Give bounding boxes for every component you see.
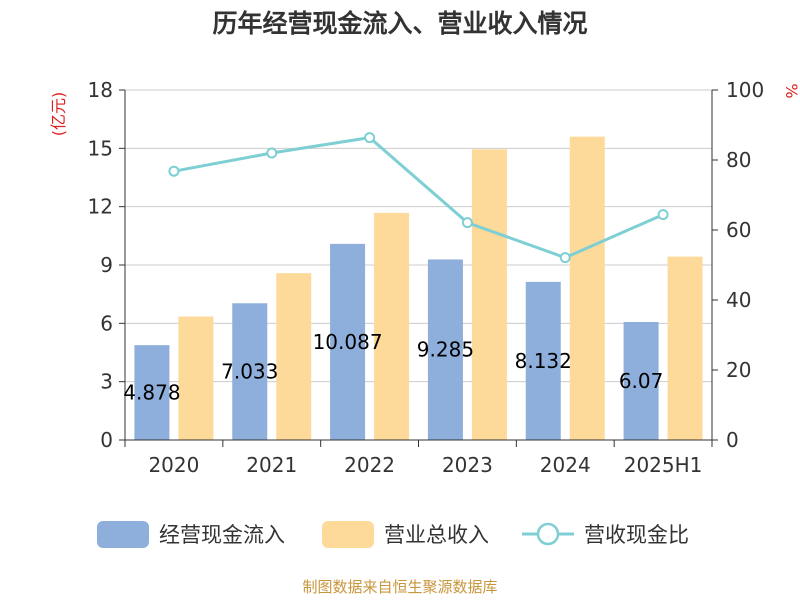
ratio-line: [168, 132, 669, 264]
y-right-tick-label: 0: [726, 428, 739, 452]
bar-revenue: [667, 256, 703, 440]
bar-revenue: [276, 273, 312, 440]
y-left-tick-label: 9: [100, 253, 113, 277]
bar-revenue: [178, 316, 214, 440]
ratio-point: [266, 147, 278, 159]
y-left-tick-label: 0: [100, 428, 113, 452]
y-right-tick-label: 60: [726, 218, 751, 242]
ratio-point: [168, 165, 180, 177]
bar-revenue: [471, 149, 507, 441]
legend-label: 营业总收入: [384, 523, 489, 547]
bar-cash-inflow: [330, 243, 366, 440]
y-right-tick-label: 80: [726, 148, 751, 172]
bar-cash-inflow: [232, 303, 268, 440]
legend-swatch: [322, 521, 374, 548]
x-tick-label: 2025H1: [624, 453, 703, 477]
ratio-point: [461, 217, 473, 229]
legend-label: 营收现金比: [584, 523, 689, 547]
data-label: 10.087: [313, 330, 383, 354]
x-tick-label: 2020: [148, 453, 199, 477]
bar-cash-inflow: [623, 321, 659, 440]
bar-cash-inflow: [427, 259, 463, 440]
y-right-tick-label: 20: [726, 358, 751, 382]
data-label: 9.285: [417, 338, 474, 362]
y-right-tick-label: 100: [726, 78, 764, 102]
y-right-unit: %: [782, 83, 800, 98]
y-right-tick-label: 40: [726, 288, 751, 312]
data-label: 8.132: [515, 349, 572, 373]
bar-cash-inflow: [525, 281, 561, 440]
ratio-point: [559, 252, 571, 264]
bar-cash-inflow: [134, 345, 170, 440]
y-left-tick-label: 3: [100, 370, 113, 394]
data-label: 6.07: [619, 369, 664, 393]
legend-marker: [536, 522, 560, 546]
y-left-tick-label: 18: [88, 78, 113, 102]
ratio-point: [364, 132, 376, 144]
data-labels: 4.878 7.033 10.087 9.285 8.132 6.07: [123, 330, 663, 405]
axes: 0 3 6 9 12 15 18 0 20 40 60 80 100 2020 2021 2022 2023 20…: [88, 78, 765, 477]
chart-title: 历年经营现金流入、营业收入情况: [212, 9, 587, 38]
legend-label: 经营现金流入: [159, 523, 285, 547]
x-tick-label: 2024: [540, 453, 591, 477]
x-tick-label: 2023: [442, 453, 493, 477]
x-tick-label: 2022: [344, 453, 395, 477]
grid: [125, 89, 712, 383]
y-left-tick-label: 12: [88, 195, 113, 219]
y-left-tick-label: 15: [88, 136, 113, 160]
y-left-tick-label: 6: [100, 311, 113, 335]
bar-revenue: [374, 212, 410, 440]
source-footer: 制图数据来自恒生聚源数据库: [302, 578, 497, 596]
data-label: 4.878: [123, 381, 180, 405]
x-tick-label: 2021: [246, 453, 297, 477]
legend: 经营现金流入 营业总收入 营收现金比: [97, 521, 689, 548]
legend-swatch: [97, 521, 149, 548]
data-label: 7.033: [221, 360, 278, 384]
ratio-point: [657, 209, 669, 221]
bars: [134, 136, 703, 441]
ratio-line-path: [173, 136, 664, 260]
bar-revenue: [569, 136, 605, 440]
y-left-unit: (亿元): [49, 92, 68, 137]
